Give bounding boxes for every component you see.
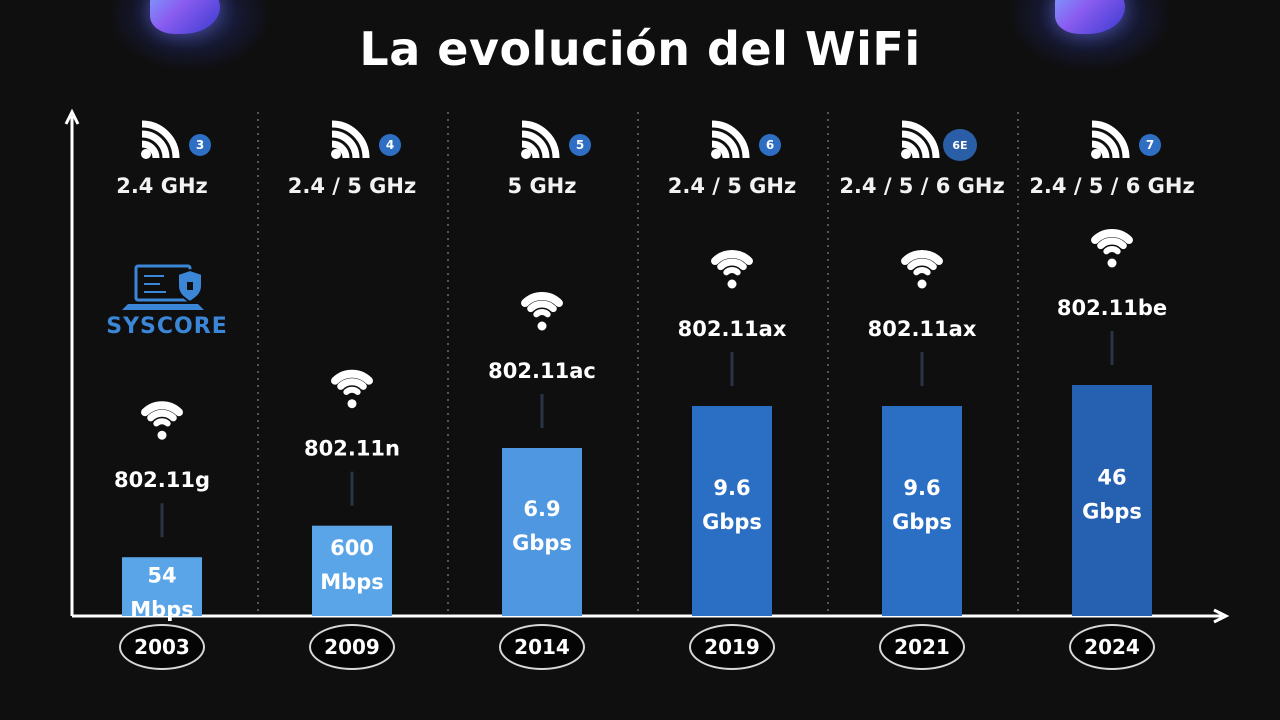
bar-unit-label: Gbps [1082, 500, 1142, 524]
year-label: 2024 [1069, 624, 1155, 670]
year-label: 2003 [119, 624, 205, 670]
bar-value-label: 9.6 [903, 476, 940, 500]
wifi-signal-icon [521, 120, 560, 159]
wifi-signal-icon [141, 120, 180, 159]
bar [122, 557, 202, 616]
wifi-icon [711, 250, 753, 289]
generation-badge: 6 [759, 134, 781, 156]
bar-unit-label: Mbps [130, 598, 193, 622]
bar [312, 525, 392, 616]
wifi-signal-icon [711, 120, 750, 159]
wifi-signal-icon [1091, 120, 1130, 159]
standard-label: 802.11g [114, 468, 210, 492]
chart-title: La evolución del WiFi [359, 22, 921, 76]
wifi-icon [331, 369, 373, 409]
year-label: 2009 [309, 624, 395, 670]
generation-badge: 7 [1139, 134, 1161, 156]
generation-badge: 5 [569, 134, 591, 156]
bar-unit-label: Gbps [702, 510, 762, 534]
standard-label: 802.11be [1057, 296, 1167, 320]
bar [882, 406, 962, 616]
x-axis-arrow [1213, 608, 1230, 624]
wifi-signal-icon [901, 120, 940, 159]
bar-value-label: 600 [330, 536, 374, 560]
year-label: 2014 [499, 624, 585, 670]
frequency-label: 2.4 / 5 GHz [667, 174, 797, 198]
year-label: 2019 [689, 624, 775, 670]
year-label: 2021 [879, 624, 965, 670]
wifi-icon [901, 250, 943, 289]
bar [692, 406, 772, 616]
frequency-label: 5 GHz [507, 174, 577, 198]
bar-unit-label: Gbps [512, 531, 572, 555]
y-axis-arrow [64, 108, 80, 125]
wifi-icon [1091, 229, 1133, 268]
bar-unit-label: Gbps [892, 510, 952, 534]
laptop-shield-icon [122, 264, 204, 310]
standard-label: 802.11ax [868, 317, 977, 341]
generation-badge: 6E [943, 129, 977, 161]
standard-label: 802.11n [304, 437, 400, 461]
frequency-label: 2.4 / 5 / 6 GHz [1029, 174, 1195, 198]
bar [1072, 385, 1152, 616]
frequency-label: 2.4 / 5 / 6 GHz [839, 174, 1005, 198]
frequency-label: 2.4 GHz [116, 174, 208, 198]
wifi-icon [141, 401, 183, 440]
standard-label: 802.11ac [488, 359, 596, 383]
generation-badge: 4 [379, 134, 401, 156]
syscore-logo: SYSCORE [94, 262, 240, 340]
generation-badge: 3 [189, 134, 211, 156]
standard-label: 802.11ax [678, 317, 787, 341]
logo-text: SYSCORE [106, 314, 228, 339]
wifi-icon [521, 292, 563, 331]
bar-value-label: 54 [147, 564, 176, 588]
bar-value-label: 9.6 [713, 476, 750, 500]
wifi-signal-icon [331, 120, 370, 159]
frequency-label: 2.4 / 5 GHz [287, 174, 417, 198]
bar [502, 448, 582, 616]
bar-value-label: 46 [1097, 466, 1126, 490]
bar-value-label: 6.9 [523, 497, 560, 521]
bar-unit-label: Mbps [320, 570, 383, 594]
